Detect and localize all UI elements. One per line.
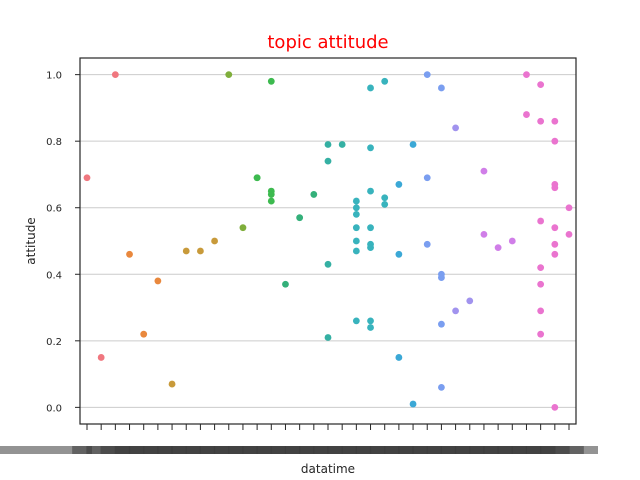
data-point <box>537 117 545 125</box>
data-point <box>267 197 275 205</box>
data-point <box>282 280 289 288</box>
y-tick-label: 0.2 <box>46 337 62 348</box>
data-point <box>352 224 360 232</box>
data-point <box>480 167 488 175</box>
data-point <box>381 194 389 202</box>
y-tick-label: 0.4 <box>46 270 62 281</box>
data-point <box>367 244 374 252</box>
data-point <box>438 320 445 328</box>
data-point <box>452 124 459 132</box>
data-point <box>367 144 374 152</box>
data-point <box>367 224 374 232</box>
data-point <box>352 317 360 325</box>
data-point <box>140 330 148 338</box>
data-point <box>126 250 133 258</box>
data-point <box>551 224 559 232</box>
data-point <box>83 174 91 182</box>
x-tick-label <box>540 446 598 454</box>
data-point <box>111 71 119 79</box>
y-tick-label: 0.0 <box>46 403 62 414</box>
data-point <box>225 71 233 79</box>
y-tick-label: 0.8 <box>46 137 62 148</box>
data-point <box>551 117 559 125</box>
data-point <box>197 247 204 255</box>
x-tick-label <box>0 446 92 454</box>
data-point <box>395 181 403 188</box>
data-point <box>551 403 559 411</box>
data-point <box>367 324 374 331</box>
data-points <box>83 71 573 411</box>
data-point <box>395 250 403 258</box>
data-point <box>537 217 545 225</box>
x-axis-label: datatime <box>301 462 355 476</box>
data-point <box>168 380 176 388</box>
data-point <box>565 230 573 238</box>
x-tick-labels-overlapped <box>0 446 598 454</box>
data-point <box>494 244 502 252</box>
data-point <box>367 187 374 195</box>
data-point <box>211 237 218 245</box>
data-point <box>551 240 559 248</box>
data-point <box>324 157 332 165</box>
data-point <box>154 277 162 285</box>
data-point <box>182 247 190 255</box>
data-point <box>367 84 374 92</box>
data-point <box>97 354 105 361</box>
plot-area <box>80 58 576 424</box>
data-point <box>409 141 417 148</box>
data-point <box>466 297 474 305</box>
x-axis-ticks <box>0 424 598 454</box>
data-point <box>452 307 459 315</box>
data-point <box>338 141 346 148</box>
data-point <box>352 197 360 205</box>
data-point <box>565 204 573 212</box>
data-point <box>551 137 559 145</box>
data-point <box>537 307 545 315</box>
data-point <box>537 81 545 89</box>
data-point <box>352 237 360 245</box>
data-point <box>352 210 360 218</box>
data-point <box>423 71 431 79</box>
data-point <box>438 274 445 281</box>
data-point <box>367 317 374 325</box>
data-point <box>352 204 360 212</box>
data-point <box>239 224 247 232</box>
chart-title: topic attitude <box>267 32 388 53</box>
data-point <box>551 184 559 192</box>
y-tick-label: 1.0 <box>46 71 62 82</box>
data-point <box>551 250 559 258</box>
data-point <box>381 77 389 85</box>
data-point <box>423 240 431 248</box>
data-point <box>395 354 403 361</box>
y-axis-ticks: 0.0 0.2 0.4 0.6 0.8 1.0 <box>46 71 80 414</box>
data-point <box>523 71 530 79</box>
data-point <box>253 174 261 182</box>
data-point <box>480 230 488 238</box>
data-point <box>537 330 545 338</box>
data-point <box>508 237 516 245</box>
y-axis-label: attitude <box>24 217 38 264</box>
data-point <box>409 400 417 408</box>
data-point <box>438 84 445 92</box>
data-point <box>381 201 389 208</box>
data-point <box>324 141 332 148</box>
data-point <box>352 247 360 255</box>
data-point <box>296 214 304 222</box>
y-tick-label: 0.6 <box>46 204 62 215</box>
data-point <box>267 191 275 198</box>
data-point <box>523 111 530 118</box>
data-point <box>324 260 332 268</box>
data-point <box>438 384 445 391</box>
data-point <box>324 334 332 341</box>
data-point <box>310 191 318 198</box>
data-point <box>537 264 545 272</box>
data-point <box>423 174 431 182</box>
data-point <box>537 280 545 288</box>
data-point <box>267 77 275 85</box>
